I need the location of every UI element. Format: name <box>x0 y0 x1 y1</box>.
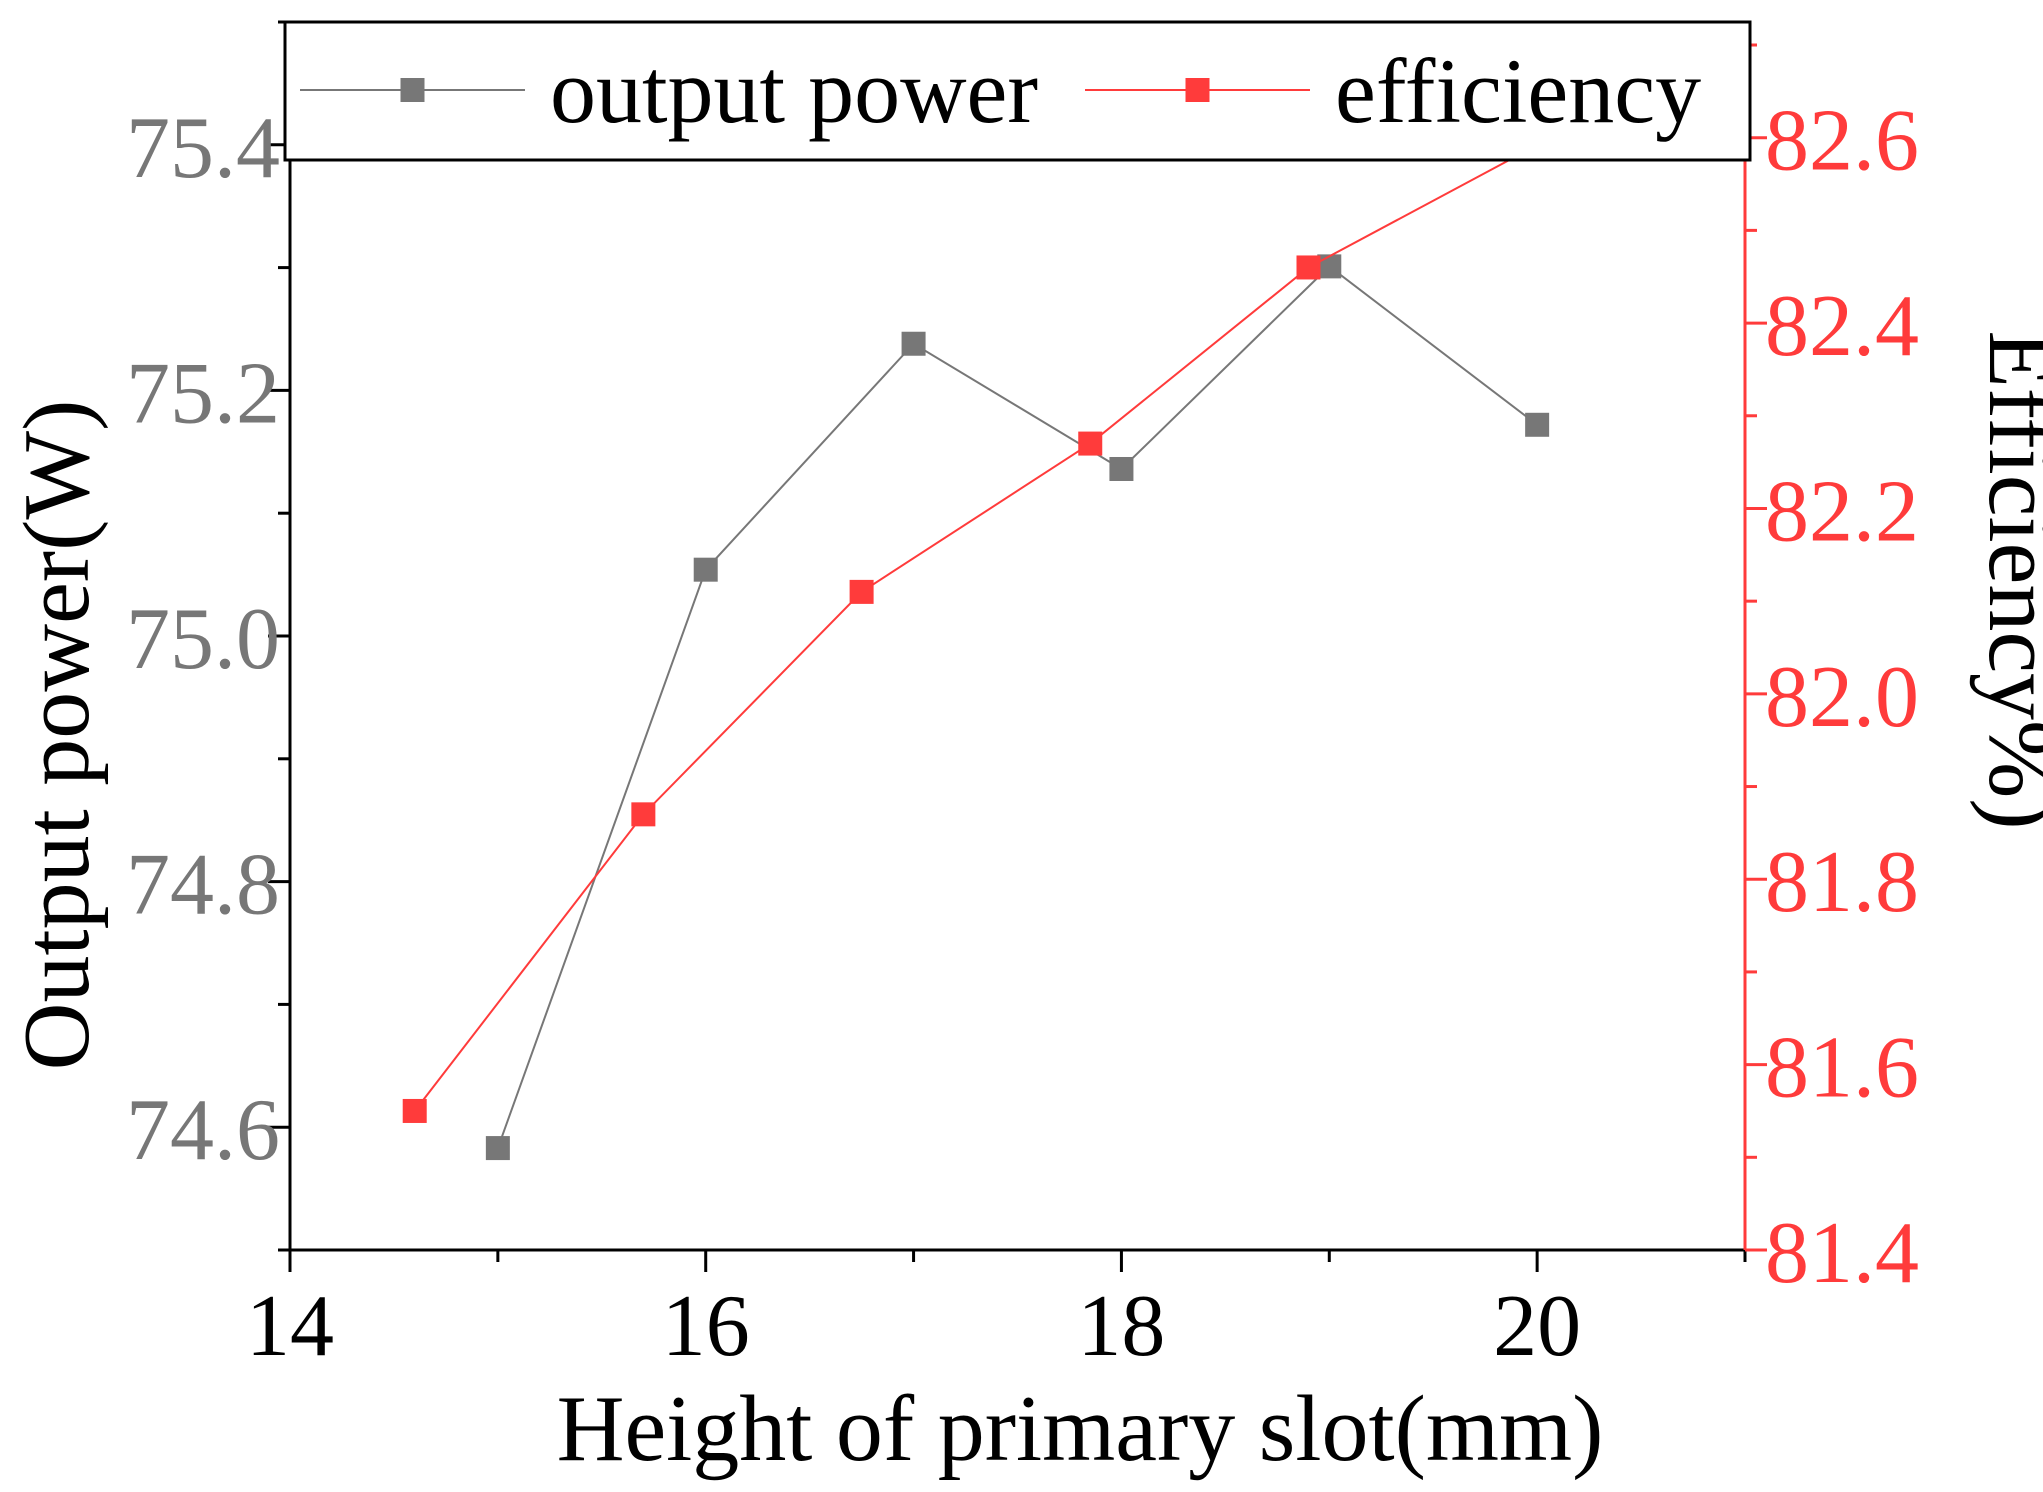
plot-frame <box>288 20 1747 1252</box>
series-line-efficiency <box>413 44 1725 1112</box>
y-left-tick-label: 74.8 <box>126 837 280 934</box>
x-axis-label: Height of primary slot(mm) <box>557 1377 1604 1481</box>
y-right-tick-label: 82.4 <box>1765 278 1919 375</box>
legend: output power efficiency <box>283 20 1752 162</box>
y-right-tick-label: 81.8 <box>1765 834 1919 931</box>
data-point-output-power <box>901 331 926 356</box>
data-point-output-power <box>1317 254 1342 279</box>
y-right-tick-label: 81.6 <box>1765 1020 1919 1117</box>
legend-marker <box>400 78 425 102</box>
y-left-tick-label: 75.4 <box>126 100 280 197</box>
series-line-output-power <box>496 265 1538 1149</box>
data-point-efficiency <box>1296 255 1321 280</box>
axis-ticks: 14 16 18 20 74.6 74.8 75.0 75.2 75.4 81.4 81.6 81.8… <box>126 20 1919 1375</box>
y-left-tick-label: 75.2 <box>126 345 280 442</box>
y-right-tick-label: 82.6 <box>1765 93 1919 190</box>
data-point-efficiency <box>402 1098 427 1123</box>
y-left-tick-label: 75.0 <box>126 591 280 688</box>
data-point-output-power <box>693 557 718 582</box>
legend-box <box>283 20 1752 162</box>
y-axis-label-right: Efficiency%) <box>1969 330 2043 829</box>
y-right-tick-label: 81.4 <box>1765 1205 1919 1302</box>
legend-marker <box>1185 78 1210 102</box>
y-axis-label-left: Output power(W) <box>5 400 109 1071</box>
x-tick-label: 16 <box>662 1278 750 1375</box>
legend-label: output power <box>550 40 1038 142</box>
y-left-tick-label: 74.6 <box>126 1082 280 1179</box>
x-tick-label: 14 <box>246 1278 334 1375</box>
data-point-output-power <box>1525 412 1550 437</box>
data-point-efficiency <box>631 802 656 827</box>
x-tick-label: 20 <box>1493 1278 1581 1375</box>
data-point-efficiency <box>1078 431 1103 456</box>
legend-label: efficiency <box>1335 40 1701 142</box>
series-efficiency <box>402 33 1737 1123</box>
y-right-tick-label: 82.2 <box>1765 463 1919 560</box>
data-point-output-power <box>485 1136 510 1161</box>
data-point-output-power <box>1109 456 1134 481</box>
data-point-efficiency <box>849 579 874 604</box>
series-layer <box>402 33 1737 1161</box>
y-right-tick-label: 82.0 <box>1765 649 1919 746</box>
x-tick-label: 18 <box>1077 1278 1165 1375</box>
series-output-power <box>485 254 1550 1161</box>
